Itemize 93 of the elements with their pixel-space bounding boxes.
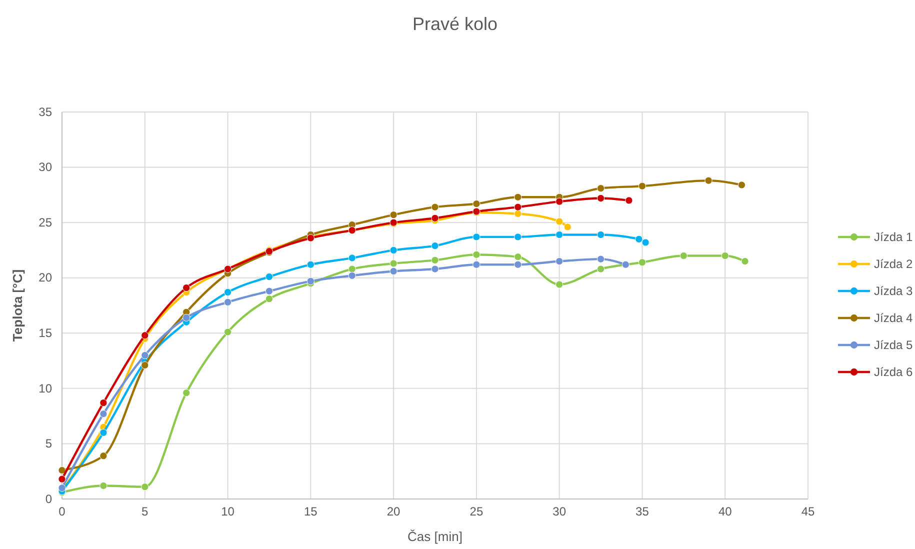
- point: [100, 398, 108, 407]
- y-tick-label: 35: [38, 104, 52, 119]
- y-tick-label: 15: [38, 326, 52, 340]
- point: [100, 410, 108, 418]
- point: [431, 242, 439, 250]
- point: [596, 184, 605, 192]
- point: [431, 256, 439, 264]
- point: [265, 295, 274, 303]
- point: [472, 233, 480, 241]
- point: [472, 250, 480, 258]
- point: [265, 287, 274, 295]
- point: [182, 314, 190, 322]
- point: [625, 196, 633, 204]
- point: [704, 176, 712, 184]
- point: [58, 475, 66, 483]
- point: [514, 203, 522, 211]
- point: [635, 235, 643, 243]
- point: [390, 211, 398, 219]
- point: [556, 218, 564, 226]
- point: [738, 181, 746, 189]
- point: [596, 255, 605, 263]
- legend-label: Jízda 6: [874, 365, 914, 379]
- y-tick-label: 25: [38, 215, 52, 230]
- y-tick-label: 5: [45, 436, 52, 451]
- point: [721, 252, 729, 260]
- point: [514, 233, 522, 241]
- point: [431, 265, 439, 273]
- point: [348, 254, 356, 262]
- y-axis-title: Teplota [°C]: [10, 269, 25, 342]
- point: [182, 389, 190, 397]
- legend-label: Jízda 1: [874, 230, 914, 244]
- point: [390, 267, 398, 276]
- x-tick-label: 15: [304, 504, 318, 519]
- x-tick-label: 25: [470, 504, 484, 519]
- x-tick-label: 20: [386, 504, 401, 519]
- y-tick-label: 0: [45, 492, 52, 506]
- x-axis-title: Čas [min]: [408, 529, 462, 544]
- point: [472, 260, 480, 268]
- point: [431, 214, 439, 222]
- point: [58, 466, 66, 474]
- x-tick-label: 30: [552, 504, 566, 519]
- point: [431, 203, 439, 211]
- x-tick-label: 35: [636, 504, 650, 519]
- point: [348, 265, 356, 273]
- point: [306, 260, 314, 268]
- point: [100, 452, 108, 460]
- x-tick-label: 10: [221, 504, 235, 519]
- point: [100, 482, 108, 490]
- point: [638, 182, 646, 190]
- point: [741, 257, 749, 266]
- point: [265, 272, 274, 281]
- point: [556, 198, 564, 206]
- point: [642, 238, 650, 246]
- point: [596, 230, 605, 239]
- legend-label: Jízda 4: [874, 311, 914, 325]
- point: [348, 272, 356, 280]
- y-tick-label: 20: [38, 270, 52, 285]
- point: [596, 194, 605, 202]
- point: [680, 252, 688, 260]
- point: [224, 328, 232, 336]
- x-tick-label: 0: [58, 504, 66, 519]
- point: [514, 260, 522, 268]
- point: [514, 193, 522, 201]
- point: [141, 351, 149, 360]
- point: [514, 253, 522, 261]
- point: [556, 280, 564, 288]
- point: [141, 483, 149, 491]
- point: [472, 200, 480, 208]
- point: [564, 223, 572, 231]
- x-tick-label: 5: [142, 504, 149, 519]
- x-tick-label: 40: [718, 504, 732, 519]
- point: [556, 230, 564, 239]
- legend-label: Jízda 2: [874, 257, 914, 271]
- point: [596, 265, 605, 273]
- point: [390, 246, 398, 254]
- point: [622, 260, 630, 268]
- point: [514, 210, 522, 218]
- point: [100, 428, 108, 436]
- point: [638, 258, 646, 266]
- y-tick-label: 10: [38, 381, 52, 396]
- point: [224, 288, 232, 296]
- point: [141, 332, 149, 340]
- y-tick-label: 30: [38, 160, 52, 174]
- point: [306, 277, 314, 285]
- point: [556, 257, 564, 266]
- legend-label: Jízda 3: [874, 284, 914, 298]
- chart-title: Pravé kolo: [412, 14, 498, 34]
- point: [182, 284, 190, 292]
- x-tick-label: 45: [801, 504, 815, 519]
- point: [224, 298, 232, 306]
- point: [141, 361, 149, 370]
- legend-label: Jízda 5: [874, 338, 914, 352]
- point: [390, 260, 398, 268]
